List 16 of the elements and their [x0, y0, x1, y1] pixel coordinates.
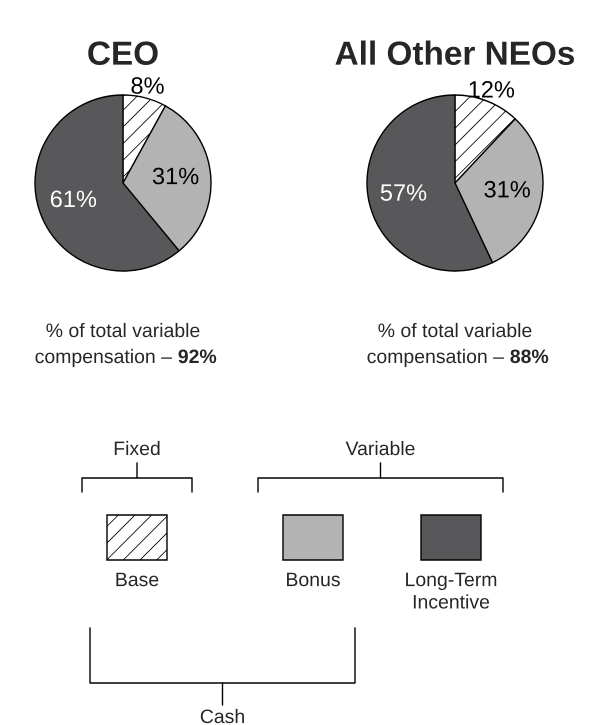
data-label: 31% [484, 180, 530, 198]
text: % of total variable compensation – 92% [35, 322, 216, 368]
data-label: 57% [380, 184, 426, 201]
data-label: 61% [50, 190, 96, 208]
text: % of total variable compensation – 88% [367, 322, 548, 368]
data-label: 12% [469, 80, 514, 98]
text: Fixed [114, 440, 160, 456]
data-label: 31% [152, 168, 198, 184]
chart-title: CEO [88, 41, 158, 65]
legend-label: Bonus [287, 572, 340, 586]
legend-label: Long-Term Incentive [406, 572, 496, 609]
legend-label: Base [116, 572, 158, 586]
text: Variable [346, 440, 415, 456]
chart-title: All Other NEOs [335, 40, 574, 65]
data-label: 8% [131, 77, 164, 94]
text: Cash [200, 708, 244, 724]
